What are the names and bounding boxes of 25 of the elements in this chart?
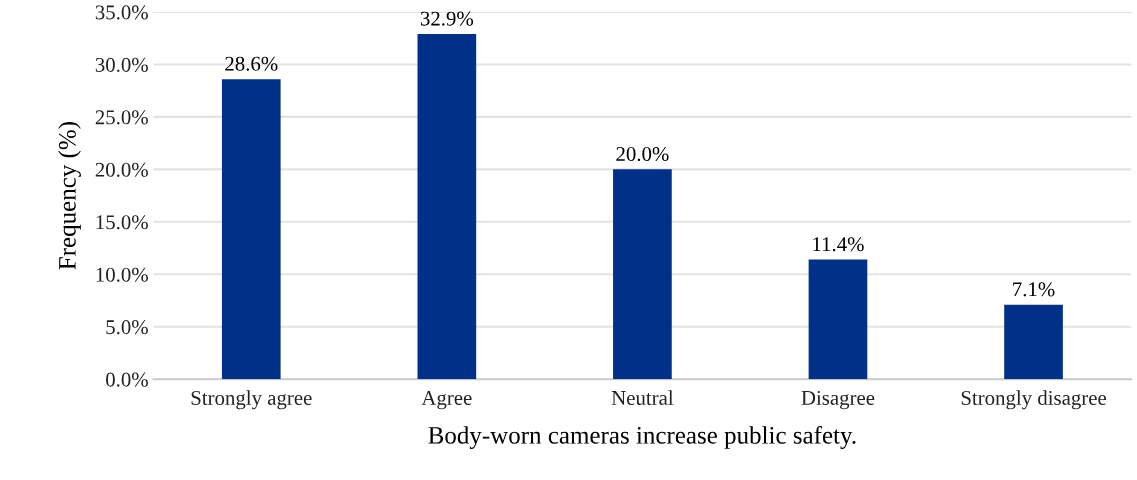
bar xyxy=(221,79,281,380)
x-tick-label: Disagree xyxy=(801,390,875,410)
y-tick-label: 25.0% xyxy=(95,110,148,125)
y-tick-label: 20.0% xyxy=(95,162,148,177)
x-tick-label: Neutral xyxy=(611,390,674,405)
y-tick-label: 15.0% xyxy=(96,215,148,230)
bar xyxy=(613,169,672,380)
y-tick-label: 35.0% xyxy=(95,5,148,20)
bar xyxy=(417,34,477,380)
x-tick-label: Strongly disagree xyxy=(961,390,1106,410)
x-axis-title: Body-worn cameras increase public safety. xyxy=(428,425,856,449)
y-tick-label: 30.0% xyxy=(95,57,148,72)
bar xyxy=(1004,304,1063,380)
x-tick-label: Strongly agree xyxy=(191,390,312,410)
data-label: 11.4% xyxy=(813,237,864,252)
data-label: 32.9% xyxy=(420,11,474,26)
bar xyxy=(808,259,868,380)
y-tick-label: 0.0% xyxy=(106,372,148,387)
x-tick-label: Agree xyxy=(421,390,472,410)
y-tick-label: 10.0% xyxy=(96,267,148,282)
data-label: 7.1% xyxy=(1013,282,1055,297)
data-label: 20.0% xyxy=(616,146,669,162)
y-tick-label: 5.0% xyxy=(106,320,148,335)
y-axis-title: Frequency (%) xyxy=(58,122,81,270)
data-label: 28.6% xyxy=(225,56,278,71)
